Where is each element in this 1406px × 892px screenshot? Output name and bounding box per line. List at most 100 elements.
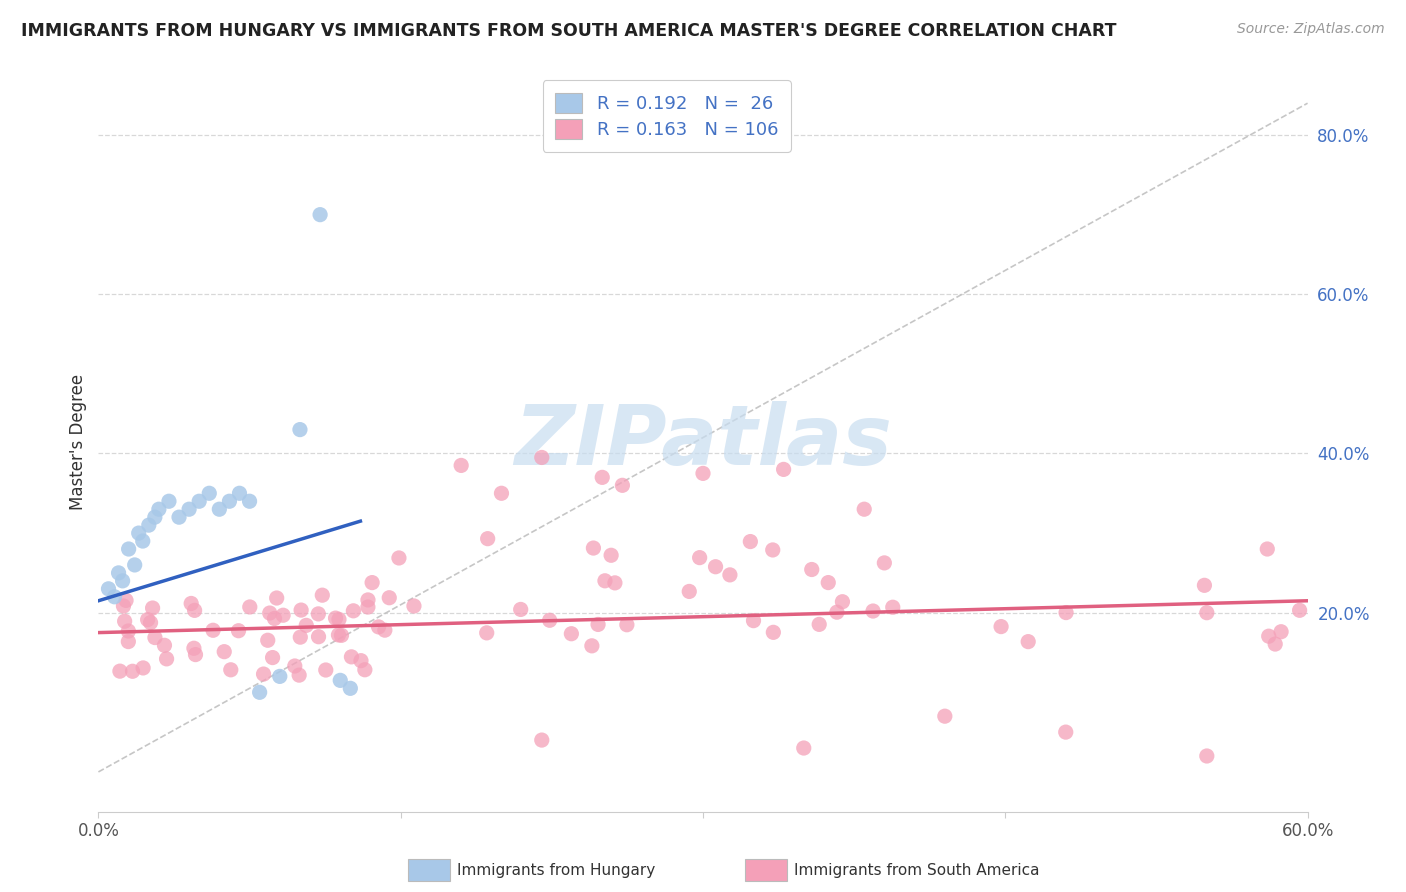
Point [689,550,711,565]
Point [825,605,848,619]
Point [266,591,288,605]
Point [249,685,271,699]
Point [509,602,531,616]
Point [692,467,714,481]
Point [212,645,235,659]
Point [219,663,242,677]
Point [374,623,396,637]
Point [103,590,125,604]
Point [538,613,561,627]
Point [853,502,876,516]
Point [1288,603,1310,617]
Point [228,624,250,638]
Point [218,494,240,508]
Point [325,611,347,625]
Point [530,733,553,747]
Point [259,606,281,620]
Point [328,628,350,642]
Point [157,494,180,508]
Point [198,486,221,500]
Y-axis label: Master's Degree: Master's Degree [69,374,87,509]
Point [450,458,472,473]
Point [1256,541,1278,556]
Point [328,612,350,626]
Point [269,669,291,683]
Point [124,558,146,572]
Point [167,510,190,524]
Point [208,502,231,516]
Point [307,607,329,621]
Point [350,654,373,668]
Point [339,681,361,696]
Point [284,659,307,673]
Point [202,624,225,638]
Point [121,665,143,679]
Point [239,494,262,508]
Point [817,575,839,590]
Point [378,591,401,605]
Point [361,575,384,590]
Text: Immigrants from Hungary: Immigrants from Hungary [457,863,655,878]
Point [138,518,160,533]
Point [340,649,363,664]
Point [329,673,352,688]
Point [582,541,605,555]
Point [990,619,1012,633]
Point [136,613,159,627]
Point [934,709,956,723]
Point [142,601,165,615]
Text: IMMIGRANTS FROM HUNGARY VS IMMIGRANTS FROM SOUTH AMERICA MASTER'S DEGREE CORRELA: IMMIGRANTS FROM HUNGARY VS IMMIGRANTS FR… [21,22,1116,40]
Point [475,625,498,640]
Point [800,562,823,576]
Point [108,664,131,678]
Point [530,450,553,465]
Point [367,620,389,634]
Point [228,486,250,500]
Point [882,600,904,615]
Point [330,628,353,642]
Point [357,593,380,607]
Point [256,633,278,648]
Point [263,611,285,625]
Point [402,599,425,613]
Point [353,663,375,677]
Point [612,478,634,492]
Point [183,603,205,617]
Point [115,593,138,607]
Point [117,634,139,648]
Point [742,614,765,628]
Point [179,502,201,516]
Point [616,617,638,632]
Point [188,494,211,508]
Point [600,549,623,563]
Text: Source: ZipAtlas.com: Source: ZipAtlas.com [1237,22,1385,37]
Point [239,599,262,614]
Point [560,626,582,640]
Point [388,551,411,566]
Text: Immigrants from South America: Immigrants from South America [794,863,1040,878]
Point [1195,606,1218,620]
Point [740,534,762,549]
Point [311,588,333,602]
Point [308,630,330,644]
Point [762,543,785,558]
Point [143,631,166,645]
Point [491,486,513,500]
Point [107,566,129,580]
Point [180,597,202,611]
Point [357,600,380,615]
Point [586,617,609,632]
Point [581,639,603,653]
Point [252,667,274,681]
Point [1194,578,1216,592]
Point [155,652,177,666]
Point [772,462,794,476]
Point [290,630,312,644]
Point [1054,725,1077,739]
Point [288,423,311,437]
Point [477,532,499,546]
Point [117,624,139,638]
Point [132,661,155,675]
Point [139,615,162,630]
Legend: R = 0.192   N =  26, R = 0.163   N = 106: R = 0.192 N = 26, R = 0.163 N = 106 [543,80,792,152]
